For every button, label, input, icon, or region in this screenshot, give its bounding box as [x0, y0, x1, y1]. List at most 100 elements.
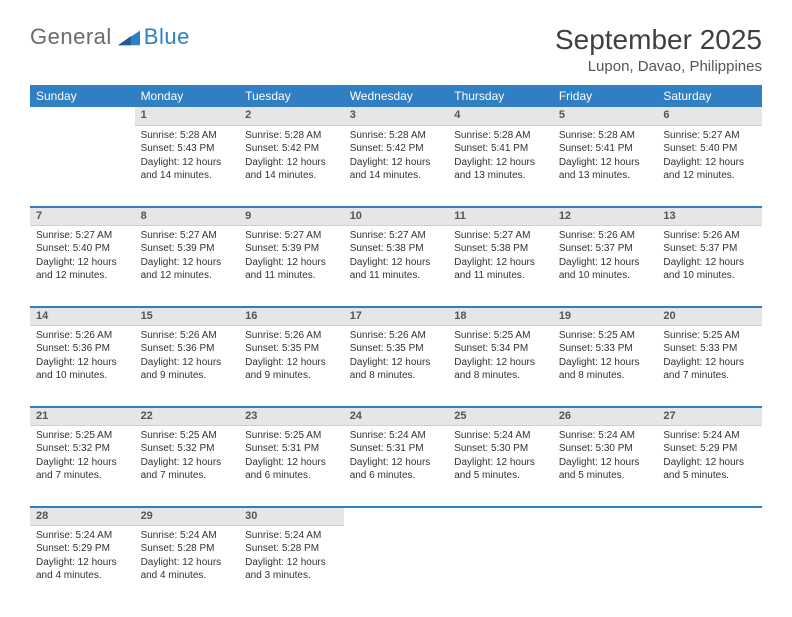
day-number-cell: 9	[239, 207, 344, 225]
content-row: Sunrise: 5:27 AMSunset: 5:40 PMDaylight:…	[30, 225, 762, 307]
sunrise-text: Sunrise: 5:26 AM	[141, 329, 234, 343]
sunrise-text: Sunrise: 5:24 AM	[559, 429, 652, 443]
content-row: Sunrise: 5:28 AMSunset: 5:43 PMDaylight:…	[30, 125, 762, 207]
day-content-cell: Sunrise: 5:25 AMSunset: 5:34 PMDaylight:…	[448, 325, 553, 407]
logo-word2: Blue	[144, 24, 190, 50]
day-number-cell: 29	[135, 507, 240, 525]
day-header: Tuesday	[239, 85, 344, 107]
daylight-text: Daylight: 12 hours and 13 minutes.	[454, 156, 547, 183]
daylight-text: Daylight: 12 hours and 12 minutes.	[141, 256, 234, 283]
day-number-cell: 18	[448, 307, 553, 325]
day-content-cell: Sunrise: 5:24 AMSunset: 5:28 PMDaylight:…	[239, 525, 344, 607]
day-header: Thursday	[448, 85, 553, 107]
day-content-cell: Sunrise: 5:28 AMSunset: 5:43 PMDaylight:…	[135, 125, 240, 207]
sunset-text: Sunset: 5:37 PM	[559, 242, 652, 256]
day-content-cell: Sunrise: 5:27 AMSunset: 5:38 PMDaylight:…	[448, 225, 553, 307]
daylight-text: Daylight: 12 hours and 7 minutes.	[141, 456, 234, 483]
sunset-text: Sunset: 5:40 PM	[36, 242, 129, 256]
daylight-text: Daylight: 12 hours and 11 minutes.	[350, 256, 443, 283]
month-title: September 2025	[555, 24, 762, 56]
day-content-cell: Sunrise: 5:24 AMSunset: 5:31 PMDaylight:…	[344, 425, 449, 507]
sunset-text: Sunset: 5:32 PM	[36, 442, 129, 456]
day-number-cell: 2	[239, 107, 344, 125]
sunset-text: Sunset: 5:41 PM	[454, 142, 547, 156]
daynum-row: 78910111213	[30, 207, 762, 225]
day-content-cell: Sunrise: 5:25 AMSunset: 5:33 PMDaylight:…	[553, 325, 658, 407]
daylight-text: Daylight: 12 hours and 14 minutes.	[245, 156, 338, 183]
sunrise-text: Sunrise: 5:27 AM	[350, 229, 443, 243]
sunrise-text: Sunrise: 5:26 AM	[245, 329, 338, 343]
day-number-cell	[657, 507, 762, 525]
sunrise-text: Sunrise: 5:26 AM	[663, 229, 756, 243]
daylight-text: Daylight: 12 hours and 8 minutes.	[350, 356, 443, 383]
content-row: Sunrise: 5:25 AMSunset: 5:32 PMDaylight:…	[30, 425, 762, 507]
sunset-text: Sunset: 5:32 PM	[141, 442, 234, 456]
day-content-cell	[553, 525, 658, 607]
day-header: Saturday	[657, 85, 762, 107]
day-number-cell	[344, 507, 449, 525]
day-content-cell	[657, 525, 762, 607]
day-number-cell: 15	[135, 307, 240, 325]
day-number-cell	[30, 107, 135, 125]
sunset-text: Sunset: 5:36 PM	[141, 342, 234, 356]
daylight-text: Daylight: 12 hours and 10 minutes.	[559, 256, 652, 283]
sunset-text: Sunset: 5:35 PM	[245, 342, 338, 356]
location-subtitle: Lupon, Davao, Philippines	[555, 58, 762, 75]
daylight-text: Daylight: 12 hours and 7 minutes.	[36, 456, 129, 483]
day-content-cell: Sunrise: 5:27 AMSunset: 5:40 PMDaylight:…	[30, 225, 135, 307]
daylight-text: Daylight: 12 hours and 8 minutes.	[454, 356, 547, 383]
daylight-text: Daylight: 12 hours and 4 minutes.	[36, 556, 129, 583]
sunset-text: Sunset: 5:38 PM	[454, 242, 547, 256]
day-content-cell: Sunrise: 5:27 AMSunset: 5:40 PMDaylight:…	[657, 125, 762, 207]
day-header: Wednesday	[344, 85, 449, 107]
daylight-text: Daylight: 12 hours and 10 minutes.	[663, 256, 756, 283]
daynum-row: 123456	[30, 107, 762, 125]
day-content-cell: Sunrise: 5:26 AMSunset: 5:36 PMDaylight:…	[30, 325, 135, 407]
day-number-cell: 3	[344, 107, 449, 125]
day-number-cell	[553, 507, 658, 525]
day-content-cell: Sunrise: 5:26 AMSunset: 5:37 PMDaylight:…	[657, 225, 762, 307]
day-number-cell: 26	[553, 407, 658, 425]
sunrise-text: Sunrise: 5:27 AM	[141, 229, 234, 243]
sunset-text: Sunset: 5:28 PM	[245, 542, 338, 556]
day-content-cell: Sunrise: 5:26 AMSunset: 5:35 PMDaylight:…	[344, 325, 449, 407]
day-number-cell: 7	[30, 207, 135, 225]
day-content-cell: Sunrise: 5:25 AMSunset: 5:32 PMDaylight:…	[30, 425, 135, 507]
day-content-cell: Sunrise: 5:26 AMSunset: 5:36 PMDaylight:…	[135, 325, 240, 407]
content-row: Sunrise: 5:26 AMSunset: 5:36 PMDaylight:…	[30, 325, 762, 407]
daylight-text: Daylight: 12 hours and 5 minutes.	[454, 456, 547, 483]
daylight-text: Daylight: 12 hours and 14 minutes.	[141, 156, 234, 183]
sunset-text: Sunset: 5:33 PM	[559, 342, 652, 356]
sunrise-text: Sunrise: 5:27 AM	[36, 229, 129, 243]
day-number-cell: 10	[344, 207, 449, 225]
day-content-cell: Sunrise: 5:28 AMSunset: 5:42 PMDaylight:…	[344, 125, 449, 207]
day-number-cell: 17	[344, 307, 449, 325]
sunset-text: Sunset: 5:39 PM	[141, 242, 234, 256]
day-number-cell: 12	[553, 207, 658, 225]
day-content-cell	[448, 525, 553, 607]
sunset-text: Sunset: 5:31 PM	[245, 442, 338, 456]
sunrise-text: Sunrise: 5:28 AM	[350, 129, 443, 143]
daylight-text: Daylight: 12 hours and 3 minutes.	[245, 556, 338, 583]
day-content-cell: Sunrise: 5:27 AMSunset: 5:38 PMDaylight:…	[344, 225, 449, 307]
day-number-cell	[448, 507, 553, 525]
daylight-text: Daylight: 12 hours and 12 minutes.	[663, 156, 756, 183]
day-number-cell: 20	[657, 307, 762, 325]
daylight-text: Daylight: 12 hours and 5 minutes.	[559, 456, 652, 483]
sunrise-text: Sunrise: 5:25 AM	[663, 329, 756, 343]
sunrise-text: Sunrise: 5:24 AM	[454, 429, 547, 443]
sunset-text: Sunset: 5:37 PM	[663, 242, 756, 256]
day-number-cell: 11	[448, 207, 553, 225]
sunrise-text: Sunrise: 5:24 AM	[141, 529, 234, 543]
daylight-text: Daylight: 12 hours and 12 minutes.	[36, 256, 129, 283]
sunrise-text: Sunrise: 5:25 AM	[559, 329, 652, 343]
sunrise-text: Sunrise: 5:24 AM	[36, 529, 129, 543]
day-number-cell: 30	[239, 507, 344, 525]
day-number-cell: 27	[657, 407, 762, 425]
calendar-table: Sunday Monday Tuesday Wednesday Thursday…	[30, 85, 762, 607]
day-number-cell: 21	[30, 407, 135, 425]
day-number-cell: 13	[657, 207, 762, 225]
day-content-cell: Sunrise: 5:25 AMSunset: 5:33 PMDaylight:…	[657, 325, 762, 407]
header-row: General Blue September 2025 Lupon, Davao…	[30, 24, 762, 75]
daylight-text: Daylight: 12 hours and 6 minutes.	[350, 456, 443, 483]
